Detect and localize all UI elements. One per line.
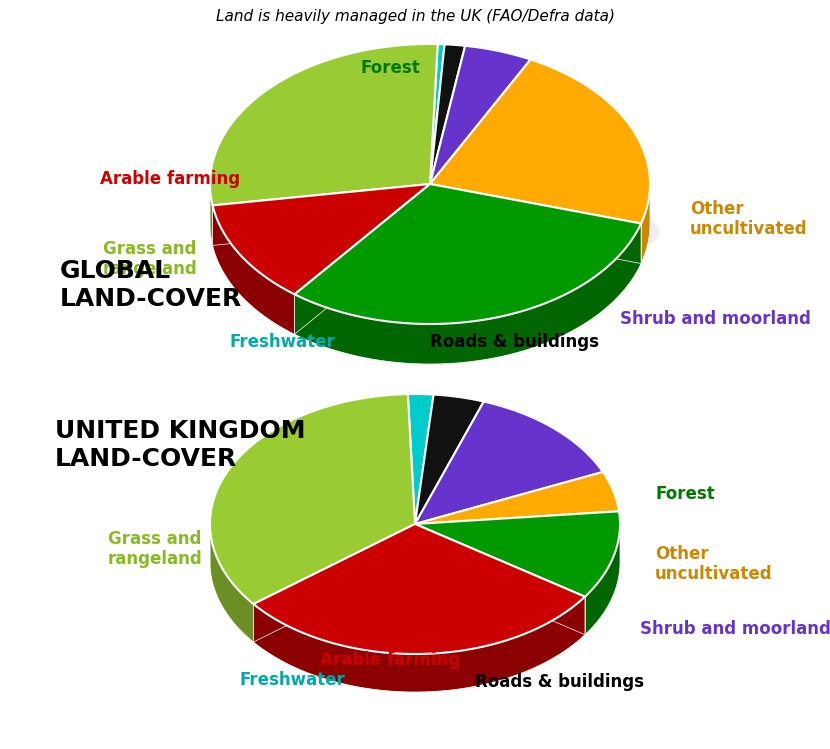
Ellipse shape <box>210 190 660 274</box>
Polygon shape <box>253 597 585 692</box>
Polygon shape <box>253 524 585 654</box>
Text: Roads & buildings: Roads & buildings <box>430 333 599 351</box>
Polygon shape <box>295 223 641 364</box>
Polygon shape <box>253 524 415 642</box>
Text: UNITED KINGDOM
LAND-COVER: UNITED KINGDOM LAND-COVER <box>55 419 305 471</box>
Text: Land is heavily managed in the UK (FAO/Defra data): Land is heavily managed in the UK (FAO/D… <box>216 9 614 24</box>
Polygon shape <box>430 184 641 264</box>
Polygon shape <box>430 44 465 184</box>
Text: GLOBAL
LAND-COVER: GLOBAL LAND-COVER <box>60 259 242 311</box>
Polygon shape <box>210 394 415 604</box>
Text: Shrub and moorland: Shrub and moorland <box>620 310 811 328</box>
Polygon shape <box>415 401 603 524</box>
Text: Arable farming: Arable farming <box>100 170 240 188</box>
Polygon shape <box>210 44 437 205</box>
Text: Arable farming: Arable farming <box>320 651 460 669</box>
Polygon shape <box>430 184 641 264</box>
Polygon shape <box>210 185 212 246</box>
Polygon shape <box>415 524 585 634</box>
Polygon shape <box>641 185 650 264</box>
Text: Forest: Forest <box>655 485 715 503</box>
Text: Other
uncultivated: Other uncultivated <box>655 545 773 583</box>
Polygon shape <box>295 184 641 324</box>
Polygon shape <box>212 184 430 246</box>
Polygon shape <box>430 59 650 223</box>
Text: Grass and
rangeland: Grass and rangeland <box>103 240 198 279</box>
Polygon shape <box>430 44 445 184</box>
Polygon shape <box>415 524 585 634</box>
Polygon shape <box>212 205 295 334</box>
Polygon shape <box>415 395 484 524</box>
Polygon shape <box>253 524 415 642</box>
Polygon shape <box>212 184 430 246</box>
Text: Shrub and moorland: Shrub and moorland <box>640 620 830 638</box>
Text: Other
uncultivated: Other uncultivated <box>690 199 808 238</box>
Text: Grass and
rangeland: Grass and rangeland <box>108 530 203 568</box>
Text: Roads & buildings: Roads & buildings <box>475 673 644 691</box>
Polygon shape <box>295 184 430 334</box>
Polygon shape <box>295 184 430 334</box>
Polygon shape <box>408 394 433 524</box>
Polygon shape <box>430 46 530 184</box>
Text: Freshwater: Freshwater <box>239 671 345 689</box>
Polygon shape <box>212 184 430 294</box>
Polygon shape <box>210 528 253 642</box>
Polygon shape <box>415 512 620 597</box>
Text: Forest: Forest <box>360 59 420 77</box>
Polygon shape <box>585 525 620 634</box>
Text: Freshwater: Freshwater <box>229 333 335 351</box>
Polygon shape <box>415 472 619 524</box>
